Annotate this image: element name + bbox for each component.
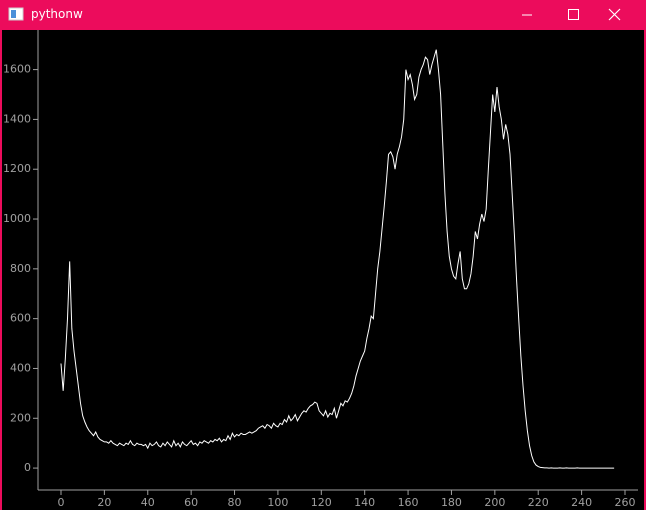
x-tick-label: 20 — [97, 496, 111, 509]
y-tick-label: 200 — [10, 411, 31, 424]
y-tick-label: 1400 — [3, 112, 31, 125]
x-tick-label: 80 — [228, 496, 242, 509]
x-tick-label: 160 — [398, 496, 419, 509]
chart: 0 20 40 60 80 100 120 140 160 180 200 220 240 260 0 200… — [2, 30, 644, 510]
app-icon-part — [11, 10, 16, 18]
x-tick-label: 260 — [614, 496, 635, 509]
x-tick-label: 40 — [141, 496, 155, 509]
plot-background — [2, 30, 644, 510]
x-tick-label: 60 — [184, 496, 198, 509]
x-tick-label: 120 — [311, 496, 332, 509]
histogram-line — [60, 49, 615, 469]
x-tick-label: 200 — [484, 496, 505, 509]
x-tick-label: 100 — [267, 496, 288, 509]
x-tick-label: 180 — [441, 496, 462, 509]
maximize-button[interactable] — [568, 9, 579, 20]
y-tick-label: 400 — [10, 361, 31, 374]
window-title: pythonw — [31, 7, 83, 21]
x-tick-label: 240 — [571, 496, 592, 509]
title-bar: pythonw — [0, 0, 646, 30]
x-tick-label: 220 — [528, 496, 549, 509]
y-tick-label: 0 — [24, 461, 31, 474]
y-tick-label: 1600 — [3, 63, 31, 76]
y-tick-label: 1000 — [3, 212, 31, 225]
y-tick-label: 800 — [10, 262, 31, 275]
y-tick-label: 600 — [10, 312, 31, 325]
x-tick-label: 0 — [57, 496, 64, 509]
y-tick-label: 1200 — [3, 162, 31, 175]
close-button[interactable] — [608, 8, 621, 21]
title-bar-icons — [8, 7, 621, 21]
x-tick-label: 140 — [354, 496, 375, 509]
